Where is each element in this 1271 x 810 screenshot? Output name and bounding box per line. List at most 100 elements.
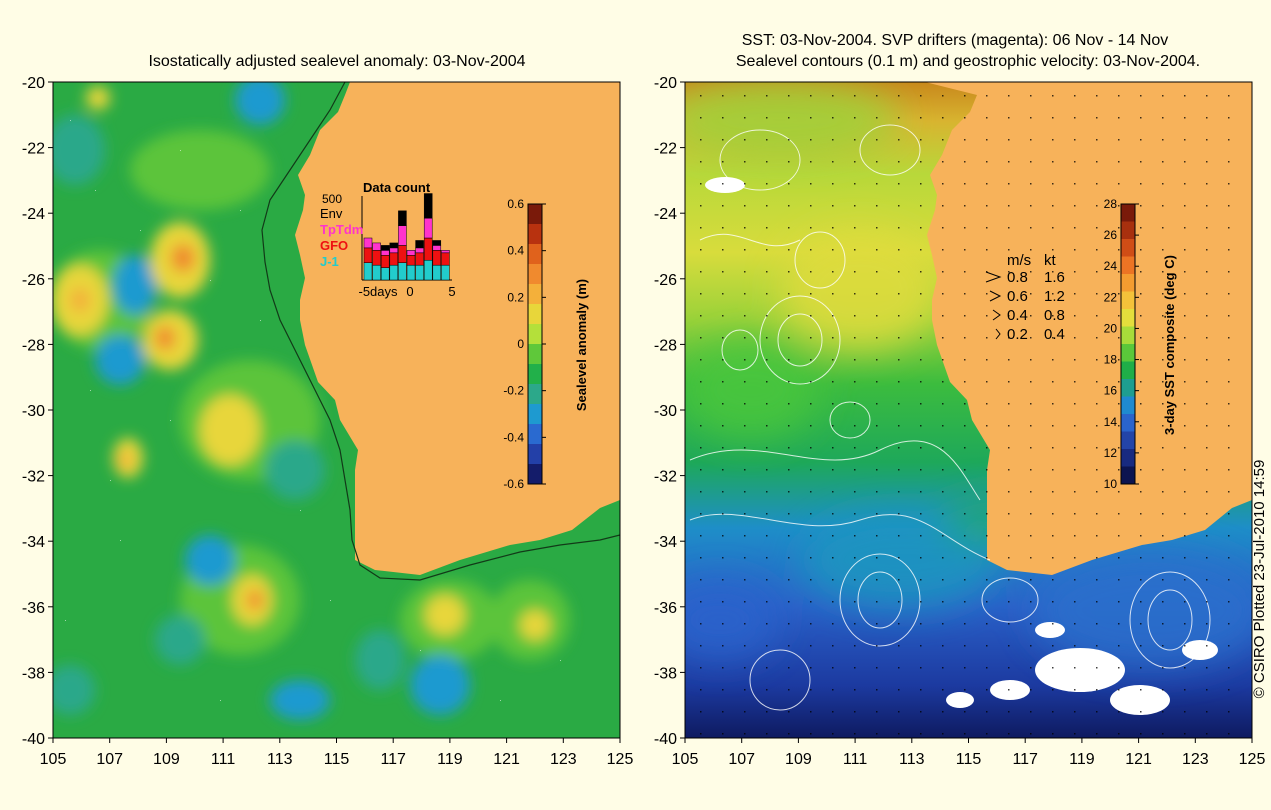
colorbar-tick-label: -0.6 <box>503 477 524 491</box>
velocity-legend-kt: 1.6 <box>1044 269 1065 286</box>
latitude-tick-label: -30 <box>22 403 45 420</box>
velocity-legend-ms-header: m/s <box>1007 252 1031 269</box>
colorbar-tick-label: 28 <box>1104 197 1118 211</box>
data-count-bar <box>363 247 373 263</box>
colorbar-swatch <box>528 464 542 485</box>
colorbar-swatch <box>528 284 542 305</box>
longitude-tick-label: 115 <box>324 751 350 768</box>
data-count-bar <box>398 262 407 281</box>
latitude-tick-label: -20 <box>654 75 677 92</box>
data-count-bar <box>398 225 407 246</box>
colorbar-tick-label: 18 <box>1104 353 1118 367</box>
latitude-tick-label: -40 <box>654 731 677 748</box>
velocity-legend: m/s kt 0.8 1.6 0.6 1.2 0.4 0.8 0.2 0.4 <box>985 252 1065 343</box>
velocity-arrow-icon <box>985 271 1002 283</box>
data-count-bar <box>398 245 407 263</box>
longitude-tick-label: 119 <box>1069 751 1095 768</box>
data-count-bar <box>441 250 450 254</box>
colorbar-swatch <box>528 304 542 325</box>
data-count-bar <box>380 255 390 268</box>
colorbar-swatch <box>528 324 542 345</box>
velocity-legend-kt: 0.4 <box>1044 326 1065 343</box>
colorbar-swatch <box>528 384 542 405</box>
longitude-tick-label: 115 <box>956 751 982 768</box>
right-latitude-axis: -20 -22 -24 -26 -28 -30 -32 -34 -36 -38 -40 <box>654 75 685 748</box>
latitude-tick-label: -28 <box>22 337 45 354</box>
latitude-tick-label: -34 <box>22 534 45 551</box>
longitude-tick-label: 119 <box>437 751 463 768</box>
colorbar-tick-label: 0.6 <box>507 197 524 211</box>
colorbar-swatch <box>1121 291 1135 310</box>
colorbar-tick-label: 14 <box>1104 415 1118 429</box>
data-count-legend-env: Env <box>320 206 343 221</box>
sst-map <box>685 82 1252 738</box>
data-count-bar <box>372 242 381 251</box>
longitude-tick-label: 107 <box>728 751 755 768</box>
colorbar-swatch <box>1121 274 1135 292</box>
longitude-tick-label: 121 <box>493 751 520 768</box>
velocity-legend-kt: 0.8 <box>1044 307 1065 324</box>
data-count-bar <box>441 252 450 266</box>
data-count-bar <box>389 242 399 249</box>
latitude-tick-label: -40 <box>22 731 45 748</box>
latitude-tick-label: -34 <box>654 534 677 551</box>
colorbar-swatch <box>528 424 542 445</box>
longitude-tick-label: 105 <box>40 751 67 768</box>
colorbar-tick-label: 22 <box>1104 290 1118 304</box>
right-panel: SST: 03-Nov-2004. SVP drifters (magenta)… <box>654 32 1266 768</box>
latitude-tick-label: -28 <box>654 337 677 354</box>
data-count-x-tick: -5days <box>358 284 398 299</box>
longitude-tick-label: 123 <box>550 751 577 768</box>
data-count-bar <box>406 264 416 281</box>
longitude-tick-label: 121 <box>1125 751 1152 768</box>
data-count-bar <box>380 267 390 281</box>
velocity-arrow-icon <box>995 328 1001 340</box>
colorbar-tick-label: 0.2 <box>507 290 524 304</box>
colorbar-swatch <box>528 344 542 365</box>
colorbar-swatch <box>1121 431 1135 450</box>
latitude-tick-label: -36 <box>22 600 45 617</box>
data-count-bar <box>398 210 407 226</box>
data-count-legend-j-1: J-1 <box>320 254 339 269</box>
latitude-tick-label: -32 <box>654 469 677 486</box>
latitude-tick-label: -38 <box>654 665 677 682</box>
data-count-bar <box>423 237 433 261</box>
data-count-bar <box>432 264 442 281</box>
longitude-tick-label: 117 <box>1012 751 1038 768</box>
latitude-tick-label: -24 <box>654 206 677 223</box>
data-count-bar <box>432 240 442 246</box>
longitude-tick-label: 105 <box>672 751 699 768</box>
data-count-bar <box>432 250 442 266</box>
colorbar-tick-label: 20 <box>1104 321 1118 335</box>
colorbar-swatch <box>1121 204 1135 222</box>
left-longitude-axis: 105 107 109 111 113 115 117 119 121 123 125 <box>40 738 634 768</box>
colorbar-swatch <box>1121 361 1135 380</box>
data-count-bar <box>389 264 399 281</box>
latitude-tick-label: -38 <box>22 665 45 682</box>
data-count-bar <box>423 259 433 281</box>
velocity-legend-kt-header: kt <box>1044 252 1057 269</box>
longitude-tick-label: 113 <box>899 751 925 768</box>
velocity-arrow-icon <box>989 290 1002 302</box>
data-count-bar <box>363 262 373 281</box>
longitude-tick-label: 113 <box>267 751 293 768</box>
colorbar-swatch <box>528 204 542 225</box>
data-count-bar <box>406 255 416 266</box>
data-count-bar <box>389 252 399 266</box>
latitude-tick-label: -30 <box>654 403 677 420</box>
longitude-tick-label: 125 <box>607 751 634 768</box>
sealevel-colorbar: 0.6 0.4 0.2 0 -0.2 -0.4 -0.6 <box>503 197 546 491</box>
sealevel-colorbar-label: Sealevel anomaly (m) <box>574 279 589 411</box>
colorbar-swatch <box>1121 379 1135 397</box>
colorbar-swatch <box>1121 449 1135 467</box>
longitude-tick-label: 123 <box>1182 751 1209 768</box>
velocity-legend-kt: 1.2 <box>1044 288 1065 305</box>
velocity-legend-ms: 0.2 <box>1007 326 1028 343</box>
latitude-tick-label: -26 <box>654 272 677 289</box>
latitude-tick-label: -20 <box>22 75 45 92</box>
colorbar-swatch <box>1121 326 1135 345</box>
longitude-tick-label: 117 <box>380 751 406 768</box>
data-count-bar <box>380 250 390 256</box>
